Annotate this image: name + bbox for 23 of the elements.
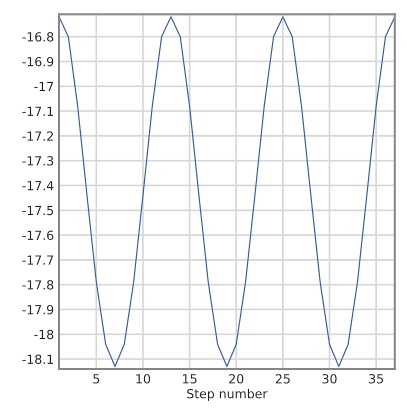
y-tick-label: -18.1 — [22, 354, 53, 364]
y-tick-label: -17.4 — [22, 181, 54, 190]
line-series — [59, 16, 395, 368]
x-tick-label: 20 — [229, 374, 244, 384]
x-tick-label: 35 — [369, 374, 383, 384]
y-tick-label: -17.1 — [22, 106, 53, 116]
y-tick-label: -17.6 — [22, 230, 54, 240]
y-tick-label: -17 — [34, 82, 54, 92]
y-tick-label: -16.8 — [22, 32, 54, 42]
x-tick-label: 15 — [183, 374, 196, 384]
y-tick-label: -17.5 — [22, 206, 54, 216]
y-tick-label: -16.9 — [22, 56, 54, 66]
y-tick-label: -17.3 — [22, 156, 54, 166]
x-tick-label: 10 — [136, 374, 150, 384]
y-tick-label: -17.2 — [22, 131, 53, 141]
y-tick-label: -17.9 — [22, 304, 54, 314]
x-tick-label: 30 — [322, 374, 337, 384]
y-tick-label: -18 — [34, 330, 54, 340]
x-tick-label: 5 — [93, 374, 100, 384]
y-tick-label: -17.7 — [22, 256, 54, 265]
x-axis-title: Step number — [187, 388, 268, 401]
y-tick-label: -17.8 — [22, 280, 54, 290]
x-tick-label: 25 — [276, 374, 290, 384]
